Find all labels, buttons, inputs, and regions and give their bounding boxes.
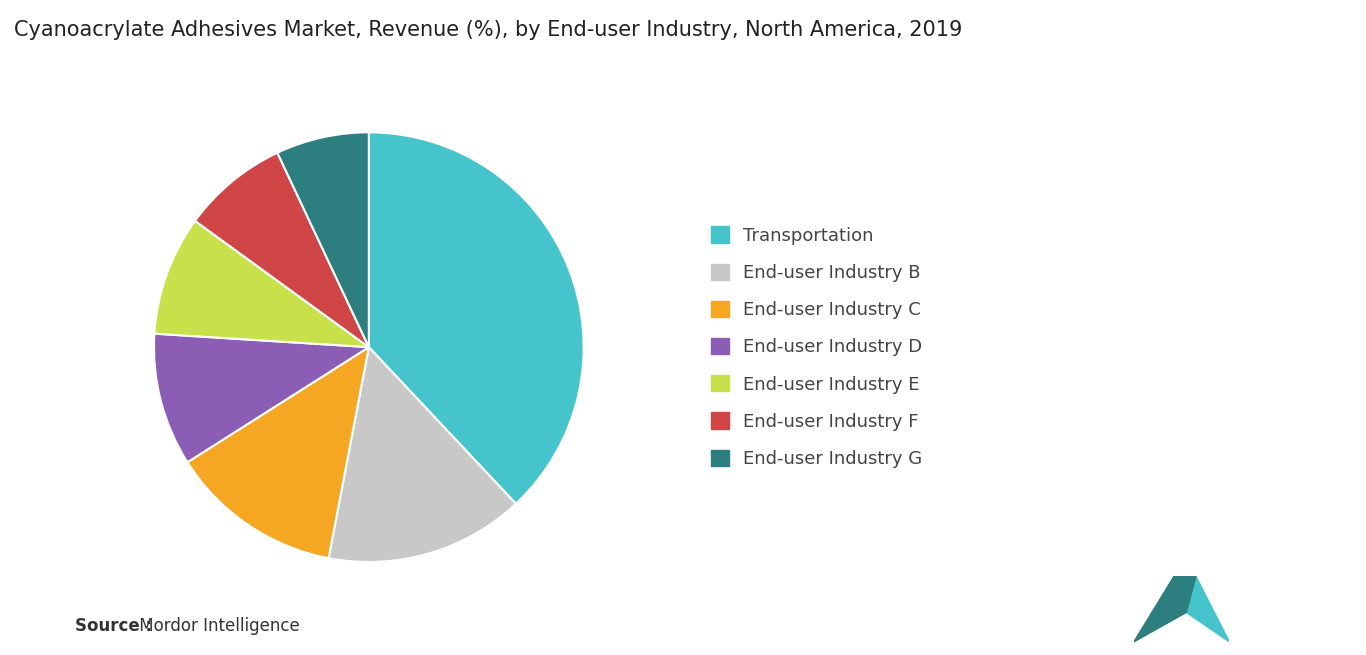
Legend: Transportation, End-user Industry B, End-user Industry C, End-user Industry D, E: Transportation, End-user Industry B, End… xyxy=(710,227,922,468)
Polygon shape xyxy=(1134,576,1186,642)
Wedge shape xyxy=(154,333,369,462)
Text: Mordor Intelligence: Mordor Intelligence xyxy=(134,618,299,635)
Wedge shape xyxy=(369,132,583,504)
Wedge shape xyxy=(195,153,369,347)
Wedge shape xyxy=(154,221,369,347)
Wedge shape xyxy=(277,132,369,347)
Polygon shape xyxy=(1186,576,1229,642)
Wedge shape xyxy=(187,347,369,558)
Polygon shape xyxy=(1173,576,1197,612)
Text: Source :: Source : xyxy=(75,618,152,635)
Text: Cyanoacrylate Adhesives Market, Revenue (%), by End-user Industry, North America: Cyanoacrylate Adhesives Market, Revenue … xyxy=(14,20,962,40)
Wedge shape xyxy=(329,347,516,562)
